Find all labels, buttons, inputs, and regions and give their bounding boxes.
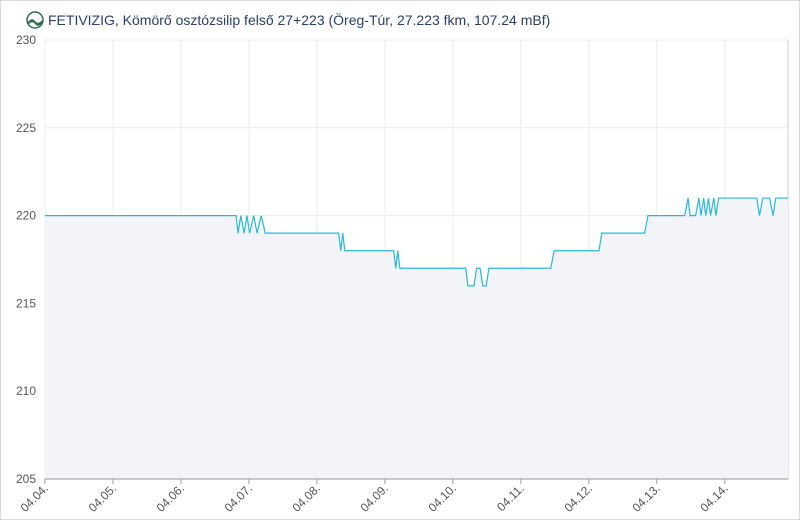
chart-title: FETIVIZIG, Kömörő osztózsilip felső 27+2… — [48, 11, 550, 28]
y-tick-label: 205 — [16, 472, 36, 486]
data-line — [45, 197, 788, 287]
y-tick-label: 220 — [16, 209, 36, 223]
y-tick-label: 230 — [16, 33, 36, 47]
y-tick-label: 225 — [16, 121, 36, 135]
logo — [26, 11, 44, 29]
area-fill — [45, 198, 788, 480]
y-tick-label: 210 — [16, 384, 36, 398]
y-tick-label: 215 — [16, 296, 36, 310]
